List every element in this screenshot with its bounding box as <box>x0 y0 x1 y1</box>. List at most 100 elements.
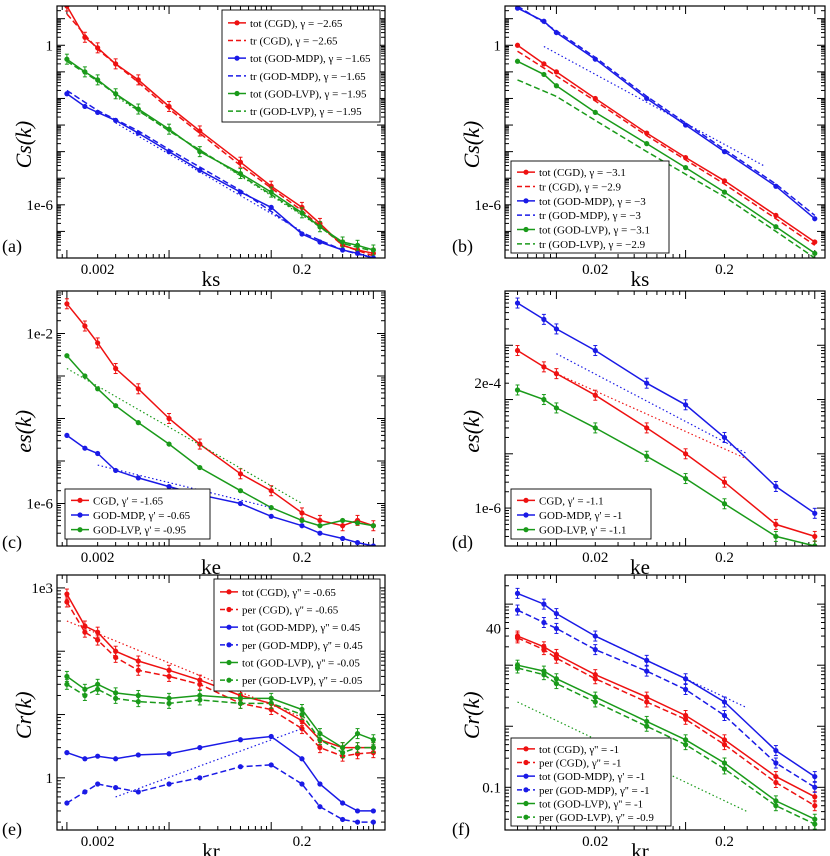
data-point <box>166 415 172 422</box>
x-tick-label: 0.002 <box>81 834 115 850</box>
legend-marker <box>226 659 232 666</box>
data-point <box>64 56 70 62</box>
legend-marker <box>523 169 529 175</box>
data-point <box>541 601 547 607</box>
y-axis-label: Cs(k) <box>11 121 36 169</box>
data-point <box>682 716 689 722</box>
series-line-cgd-1 <box>517 50 816 246</box>
chart-panel-6: 0.02 0.2 40 0.1 kr Cr(k) (f) tot (CGD), γ'' = -… <box>452 574 826 856</box>
data-point <box>812 543 818 546</box>
data-point <box>644 425 650 431</box>
data-point <box>541 396 547 403</box>
data-point <box>682 451 689 457</box>
data-point <box>135 699 141 705</box>
series-line-cgd-1 <box>66 601 374 757</box>
legend-entry: GOD-MDP, γ' = -1 <box>539 510 622 522</box>
data-point <box>370 255 376 258</box>
y-axis-label: Cr(k) <box>459 691 484 739</box>
data-point <box>812 803 818 809</box>
data-point <box>64 800 70 806</box>
data-point <box>95 686 101 692</box>
legend-marker <box>234 20 240 26</box>
data-point <box>135 667 141 673</box>
legend-entry: tot (CGD), γ'' = -1 <box>539 744 619 756</box>
data-point <box>113 756 119 762</box>
legend-entry: tr (GOD-LVP), γ = −1.95 <box>250 106 362 118</box>
x-tick-label: 0.2 <box>715 262 734 278</box>
data-point <box>514 665 521 671</box>
data-point <box>644 141 650 147</box>
data-point <box>553 680 560 687</box>
data-point <box>773 483 779 490</box>
data-point <box>237 500 244 507</box>
x-axis-label: ke <box>201 555 221 579</box>
data-point <box>268 513 274 519</box>
data-point <box>592 347 598 354</box>
legend-entry: tot (GOD-LVP), γ = −3.1 <box>539 225 650 237</box>
data-point <box>197 128 203 134</box>
data-point <box>553 69 560 75</box>
data-point <box>135 386 141 392</box>
x-axis-label: ks <box>631 267 650 291</box>
y-tick-label: 40 <box>486 621 501 637</box>
data-point <box>64 91 70 97</box>
data-point <box>135 77 141 83</box>
data-point <box>812 794 818 800</box>
data-point <box>721 501 728 507</box>
data-point <box>95 781 101 787</box>
series-line-god-mdp-3 <box>556 353 748 455</box>
data-point <box>644 723 650 729</box>
data-point <box>682 122 689 128</box>
data-point <box>82 323 88 329</box>
legend-marker <box>523 787 529 793</box>
x-tick-label: 0.2 <box>715 834 734 850</box>
data-point <box>135 475 141 481</box>
y-axis-label: Cs(k) <box>459 121 484 169</box>
data-point <box>64 6 70 9</box>
series-line-cgd-4 <box>556 373 748 460</box>
data-point <box>592 425 598 431</box>
legend-marker <box>523 746 529 752</box>
legend-marker <box>523 800 529 807</box>
data-point <box>299 756 305 762</box>
legend-marker <box>226 606 232 613</box>
data-point <box>514 42 521 48</box>
data-point <box>682 742 689 748</box>
legend-entry: tr (GOD-LVP), γ = −2.9 <box>539 239 646 251</box>
data-point <box>135 752 141 758</box>
legend-entry: per (CGD), γ'' = -0.65 <box>242 605 339 617</box>
legend-marker <box>226 642 232 648</box>
data-point <box>773 803 779 809</box>
data-point <box>113 365 119 372</box>
data-point <box>541 647 547 653</box>
data-point <box>82 629 88 635</box>
x-axis-label: kr <box>202 839 220 856</box>
data-point <box>64 599 70 605</box>
data-point <box>682 475 689 482</box>
legend: tot (CGD), γ'' = -0.65 per (CGD), γ'' = -… <box>213 578 381 692</box>
data-point <box>514 58 521 64</box>
data-point <box>553 625 560 632</box>
plot-frame <box>504 574 826 831</box>
data-point <box>340 517 346 524</box>
data-point <box>721 712 728 719</box>
data-point <box>553 610 560 617</box>
data-point <box>514 607 521 613</box>
data-point <box>370 543 376 546</box>
data-point <box>721 766 728 772</box>
legend-marker <box>226 677 232 683</box>
data-point <box>166 781 172 787</box>
data-point <box>135 420 141 426</box>
x-tick-label: 0.02 <box>582 550 608 566</box>
legend-entry: tot (GOD-MDP), γ' = -1 <box>539 771 645 783</box>
data-point <box>541 71 547 78</box>
x-tick-label: 0.02 <box>582 262 608 278</box>
legend-entry: tot (GOD-LVP), γ'' = -1 <box>539 799 643 811</box>
legend-marker <box>77 497 83 503</box>
legend-entry: tr (CGD), γ = −2.9 <box>539 182 622 194</box>
data-point <box>237 471 244 477</box>
data-point <box>197 745 203 751</box>
legend-marker <box>523 759 529 766</box>
data-point <box>721 699 728 705</box>
data-point <box>299 523 305 529</box>
